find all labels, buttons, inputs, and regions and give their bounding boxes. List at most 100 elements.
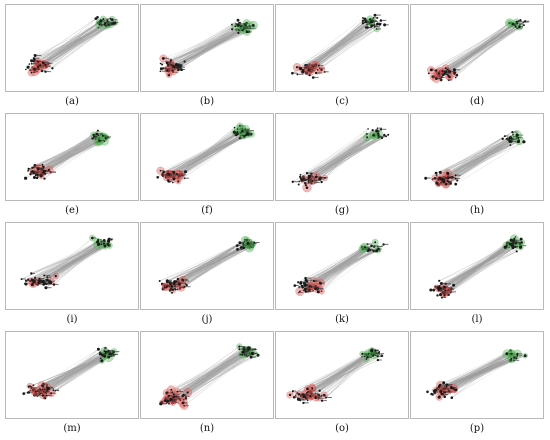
node-label-mark bbox=[515, 359, 520, 361]
node-label-mark bbox=[36, 54, 42, 56]
panel-j: (j) bbox=[140, 222, 274, 326]
node bbox=[377, 135, 380, 139]
node-label-mark bbox=[456, 178, 461, 180]
edge bbox=[449, 24, 515, 72]
node-label-mark bbox=[439, 289, 443, 291]
node-label-mark bbox=[44, 280, 50, 282]
edge bbox=[437, 137, 517, 180]
node-label-mark bbox=[45, 274, 51, 276]
node bbox=[159, 62, 162, 65]
edge bbox=[41, 24, 111, 72]
node bbox=[442, 180, 446, 184]
node bbox=[515, 241, 518, 244]
node bbox=[186, 391, 189, 394]
node-label-mark bbox=[39, 61, 44, 63]
node-label-mark bbox=[311, 390, 316, 392]
node bbox=[365, 358, 368, 360]
node-label-mark bbox=[180, 175, 185, 177]
edge bbox=[318, 354, 376, 399]
node bbox=[45, 394, 48, 397]
node bbox=[171, 291, 173, 294]
node bbox=[379, 19, 383, 22]
node bbox=[299, 173, 302, 176]
edge bbox=[298, 246, 365, 283]
node bbox=[505, 137, 508, 140]
node bbox=[293, 284, 297, 287]
node-label-mark bbox=[98, 241, 102, 243]
node bbox=[107, 237, 111, 241]
node bbox=[184, 283, 187, 285]
node bbox=[376, 16, 379, 19]
node-label-mark bbox=[311, 177, 315, 179]
node bbox=[163, 399, 167, 402]
node bbox=[232, 130, 236, 134]
node bbox=[304, 276, 307, 280]
node-label-mark bbox=[248, 131, 251, 133]
node bbox=[309, 395, 312, 398]
node bbox=[169, 287, 172, 290]
node bbox=[295, 66, 299, 69]
node-label-mark bbox=[243, 354, 247, 356]
node bbox=[515, 134, 519, 137]
edge bbox=[28, 136, 95, 170]
node-label-mark bbox=[311, 176, 314, 178]
nodes bbox=[94, 15, 119, 30]
edge bbox=[172, 355, 248, 400]
node-label-mark bbox=[449, 177, 454, 179]
node bbox=[245, 30, 249, 34]
node bbox=[380, 136, 384, 140]
node-label-mark bbox=[298, 73, 304, 75]
edge bbox=[307, 353, 369, 395]
edge bbox=[304, 246, 365, 284]
node bbox=[516, 22, 519, 25]
node bbox=[446, 73, 449, 76]
node bbox=[54, 275, 57, 278]
node bbox=[314, 287, 317, 291]
node bbox=[438, 386, 440, 389]
node bbox=[439, 390, 442, 393]
node bbox=[92, 133, 95, 136]
edge bbox=[33, 21, 100, 59]
node bbox=[96, 16, 99, 19]
node bbox=[429, 288, 433, 292]
node-label-mark bbox=[249, 133, 253, 135]
node-label-mark bbox=[443, 179, 447, 181]
node-label-mark bbox=[517, 21, 523, 23]
node-label-mark bbox=[450, 72, 455, 74]
node bbox=[374, 349, 377, 352]
node-label-mark bbox=[182, 69, 186, 70]
node-label-mark bbox=[168, 280, 172, 282]
node bbox=[361, 352, 364, 355]
node-label-mark bbox=[107, 351, 112, 353]
node bbox=[99, 352, 103, 356]
node bbox=[241, 29, 244, 32]
node bbox=[306, 394, 308, 397]
network-graph bbox=[140, 4, 274, 92]
node-label-mark bbox=[506, 135, 509, 137]
node-label-mark bbox=[374, 355, 379, 357]
node-label-mark bbox=[244, 243, 247, 245]
nodes bbox=[235, 236, 260, 253]
node bbox=[98, 23, 101, 26]
node bbox=[372, 134, 375, 137]
node-label-mark bbox=[241, 242, 245, 244]
node bbox=[239, 241, 242, 244]
node bbox=[299, 281, 303, 284]
node-label-mark bbox=[449, 289, 454, 291]
edge bbox=[436, 22, 510, 73]
edge bbox=[443, 135, 505, 181]
node bbox=[314, 63, 318, 67]
node bbox=[383, 133, 386, 137]
node bbox=[374, 241, 377, 244]
node bbox=[442, 73, 445, 76]
node bbox=[370, 20, 374, 24]
node-label-mark bbox=[112, 355, 115, 357]
node bbox=[30, 71, 33, 74]
network-graph bbox=[275, 113, 409, 201]
node bbox=[235, 244, 239, 247]
node-label-mark bbox=[448, 289, 452, 291]
edge bbox=[174, 243, 254, 284]
edge bbox=[163, 23, 236, 69]
node bbox=[26, 65, 30, 69]
node bbox=[320, 176, 323, 179]
